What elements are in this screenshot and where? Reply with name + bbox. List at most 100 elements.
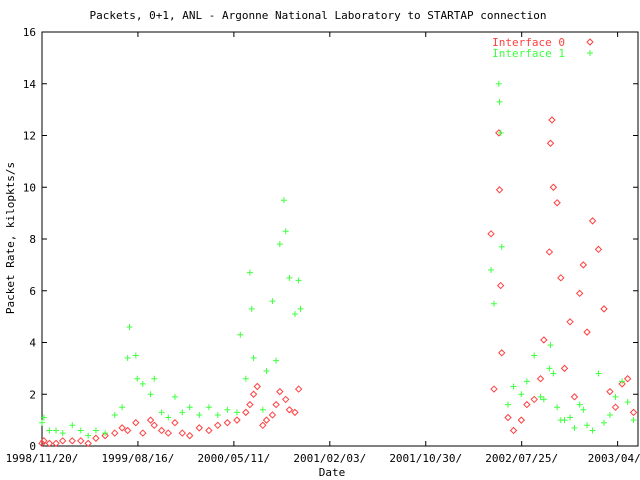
- interface-0-point: [223, 419, 232, 427]
- interface-0-point: [490, 385, 498, 393]
- interface-1-point: [263, 367, 270, 374]
- interface-0-point: [276, 387, 284, 396]
- interface-0-point: [611, 403, 620, 411]
- interface-1-point: [259, 406, 266, 413]
- interface-1-point: [595, 370, 602, 377]
- interface-1-point: [214, 411, 221, 418]
- interface-0-point: [495, 186, 504, 194]
- legend-marker-plus: [587, 50, 593, 56]
- plot-frame: [41, 31, 639, 447]
- interface-0-point: [549, 183, 558, 191]
- interface-0-point: [540, 336, 548, 344]
- interface-0-point: [38, 439, 46, 448]
- interface-1-point: [601, 419, 608, 426]
- interface-1-point: [554, 404, 561, 411]
- interface-0-point: [498, 349, 506, 357]
- interface-0-point: [68, 437, 76, 445]
- interface-1-point: [537, 393, 544, 400]
- interface-1-point: [273, 357, 280, 364]
- interface-0-point: [52, 439, 60, 448]
- y-tick-label: 12: [23, 130, 36, 143]
- chart-title: Packets, 0+1, ANL - Argonne National Lab…: [90, 9, 547, 22]
- interface-1-point: [151, 375, 158, 382]
- interface-1-point: [624, 399, 631, 406]
- interface-0-point: [249, 390, 258, 398]
- interface-1-point: [40, 414, 47, 421]
- interface-1-point: [111, 411, 118, 418]
- interface-0-point: [195, 424, 204, 432]
- interface-1-point: [276, 241, 283, 248]
- interface-1-point: [589, 427, 596, 434]
- x-tick-label: 1998/11/20/: [6, 452, 79, 465]
- interface-1-point: [205, 404, 212, 411]
- interface-0-point: [40, 437, 48, 445]
- x-axis-label: Date: [319, 466, 346, 479]
- interface-0-point: [139, 429, 147, 437]
- interface-0-point: [246, 400, 254, 409]
- interface-0-point: [178, 429, 187, 437]
- interface-1-point: [77, 427, 84, 434]
- interface-1-point: [119, 404, 126, 411]
- interface-1-point: [59, 430, 66, 437]
- interface-1-point: [233, 409, 240, 416]
- interface-0-point: [77, 437, 85, 445]
- interface-0-point: [268, 411, 277, 419]
- interface-0-point: [157, 426, 166, 435]
- x-tick-label: 2000/05/11/: [197, 452, 270, 465]
- interface-1-point: [179, 409, 186, 416]
- interface-1-point: [571, 424, 578, 431]
- interface-0-point: [214, 421, 222, 430]
- interface-1-point: [546, 365, 553, 372]
- interface-0-point: [84, 439, 92, 448]
- interface-0-point: [262, 416, 271, 424]
- interface-1-point: [291, 311, 298, 318]
- interface-0-point: [259, 421, 267, 430]
- interface-1-point: [580, 406, 587, 413]
- interface-0-point: [171, 419, 179, 427]
- y-axis: 0 2 4 6 8 10 12 14 16: [23, 26, 638, 453]
- interface-0-point: [566, 318, 574, 326]
- interface-1-point: [619, 378, 626, 385]
- interface-0-point: [629, 408, 638, 417]
- y-tick-label: 8: [29, 233, 36, 246]
- y-axis-label: Packet Rate, kilopkts/s: [4, 162, 17, 314]
- interface-0-point: [618, 380, 626, 388]
- y-tick-label: 16: [23, 26, 36, 39]
- interface-1-point: [269, 298, 276, 305]
- interface-1-point: [297, 305, 304, 312]
- interface-1-point: [286, 274, 293, 281]
- interface-1-point: [496, 98, 503, 105]
- interface-1-point: [69, 422, 76, 429]
- interface-0-point: [164, 429, 172, 437]
- interface-0-point: [583, 328, 591, 336]
- interface-1-point: [490, 300, 497, 307]
- interface-0-point: [186, 431, 194, 440]
- interface-1-point: [630, 417, 637, 424]
- interface-0-point: [623, 375, 632, 383]
- interface-0-point: [517, 416, 526, 424]
- interface-1-point: [85, 432, 92, 439]
- interface-0-point: [285, 406, 294, 414]
- interface-0-point: [150, 421, 158, 430]
- legend-label: Interface 0: [492, 36, 565, 49]
- interface-0-point: [530, 395, 538, 404]
- y-tick-label: 2: [29, 388, 36, 401]
- y-tick-label: 4: [29, 337, 36, 350]
- interface-1-point: [576, 401, 583, 408]
- interface-1-point: [237, 331, 244, 338]
- interface-1-point: [132, 352, 139, 359]
- interface-1-point: [488, 267, 495, 274]
- interface-1-point: [46, 427, 53, 434]
- interface-0-point: [504, 413, 512, 422]
- interface-1-point: [92, 427, 99, 434]
- interface-1-point: [53, 427, 60, 434]
- interface-1-point: [102, 430, 109, 437]
- interface-1-point: [165, 414, 172, 421]
- interface-0-point: [111, 429, 119, 437]
- interface-1-point: [147, 391, 154, 398]
- interface-0-point: [132, 419, 140, 427]
- interface-0-point: [282, 395, 290, 404]
- interface-0-point: [233, 416, 241, 424]
